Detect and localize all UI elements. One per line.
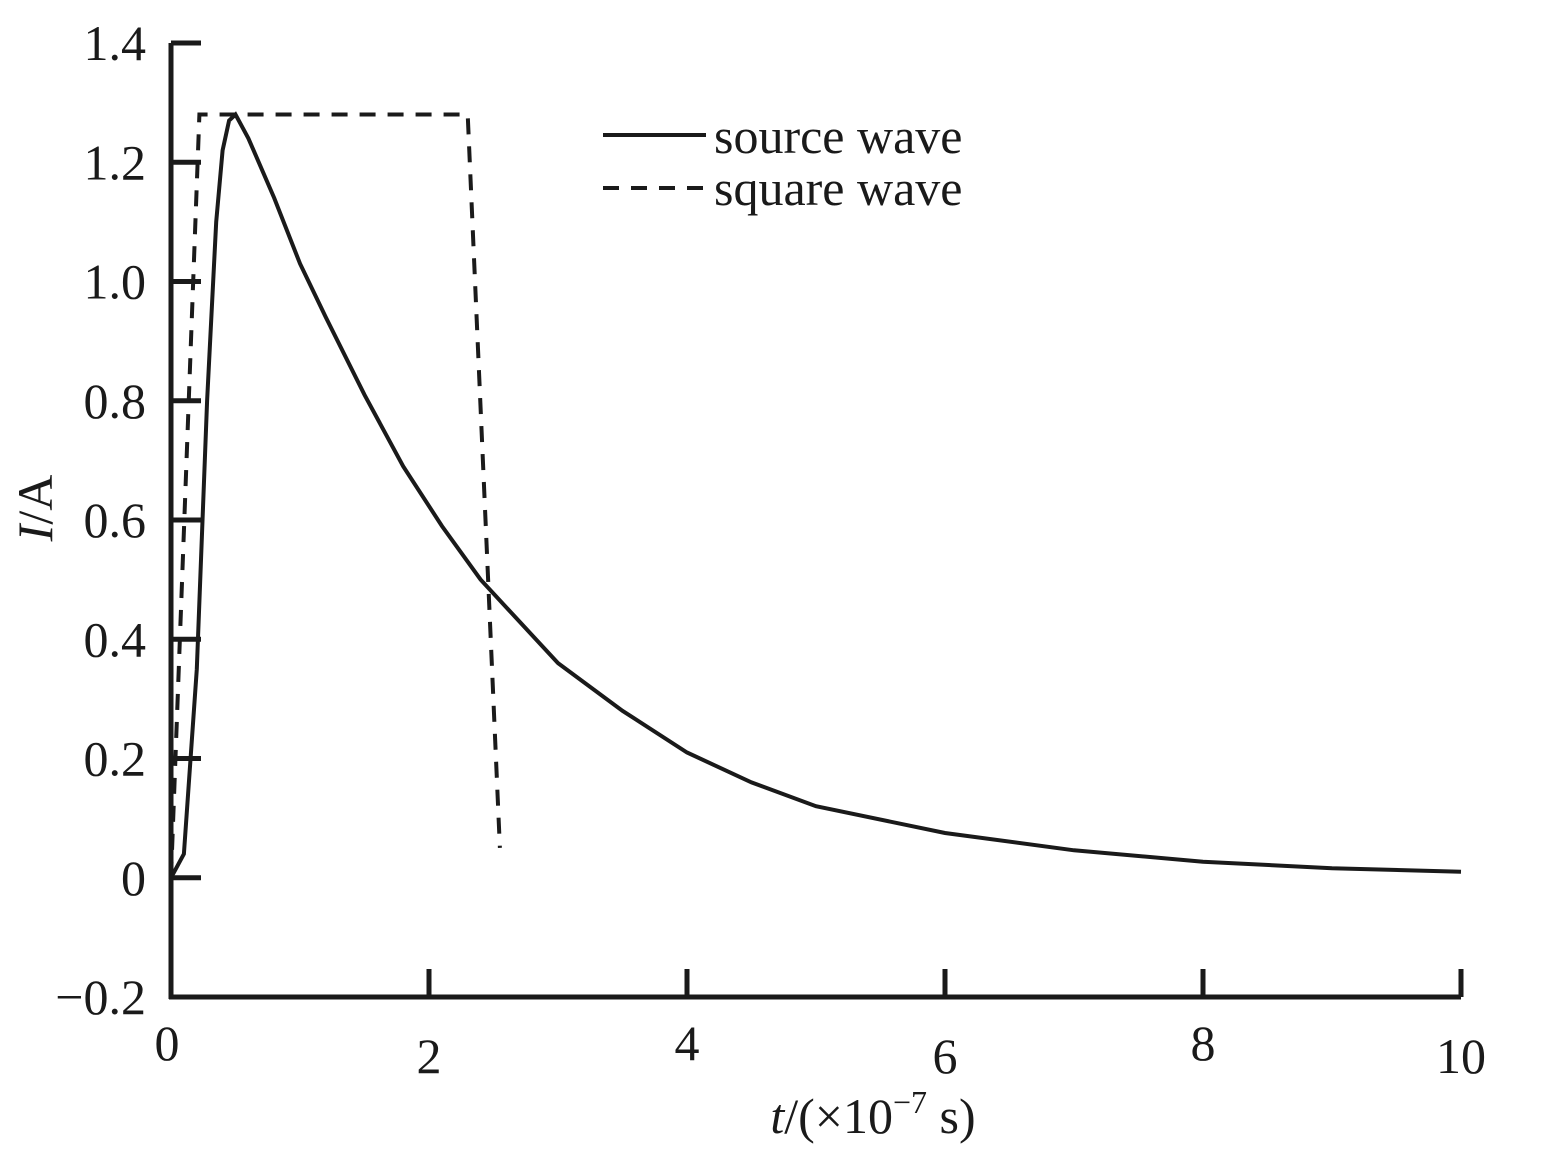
x-tick-label: 2 bbox=[417, 1028, 442, 1084]
x-axis-title: t/(×10−7 s) bbox=[770, 1084, 975, 1144]
x-tick-label: 8 bbox=[1191, 1015, 1216, 1071]
y-tick-label: 0.8 bbox=[84, 373, 147, 429]
series-line-square-wave bbox=[169, 112, 502, 878]
y-tick-label: −0.2 bbox=[55, 969, 146, 1025]
legend-label-source-wave: source wave bbox=[714, 108, 963, 164]
y-tick-label: 0 bbox=[121, 850, 146, 906]
y-tick-label: 1.2 bbox=[84, 134, 147, 190]
x-tick-label: 4 bbox=[675, 1015, 700, 1071]
y-tick-label: 0.4 bbox=[84, 611, 147, 667]
y-tick-label: 0.2 bbox=[84, 731, 147, 787]
x-tick-label: 0 bbox=[155, 1015, 180, 1071]
y-ticks: −0.2 0 0.2 0.4 0.6 0.8 1.0 1.2 1.4 bbox=[55, 15, 201, 1025]
x-ticks: 0 2 4 6 8 10 bbox=[155, 969, 1486, 1084]
x-tick-label: 10 bbox=[1436, 1028, 1486, 1084]
y-tick-label: 1.4 bbox=[84, 15, 147, 71]
series-line-source-wave bbox=[169, 111, 1462, 879]
y-axis-title: I/A bbox=[7, 475, 63, 543]
y-tick-label: 0.6 bbox=[84, 492, 147, 548]
legend-label-square-wave: square wave bbox=[714, 160, 963, 216]
plot-area bbox=[169, 111, 1462, 879]
y-tick-label: 1.0 bbox=[84, 254, 147, 310]
x-tick-label: 6 bbox=[933, 1028, 958, 1084]
legend: source wave square wave bbox=[603, 108, 963, 216]
